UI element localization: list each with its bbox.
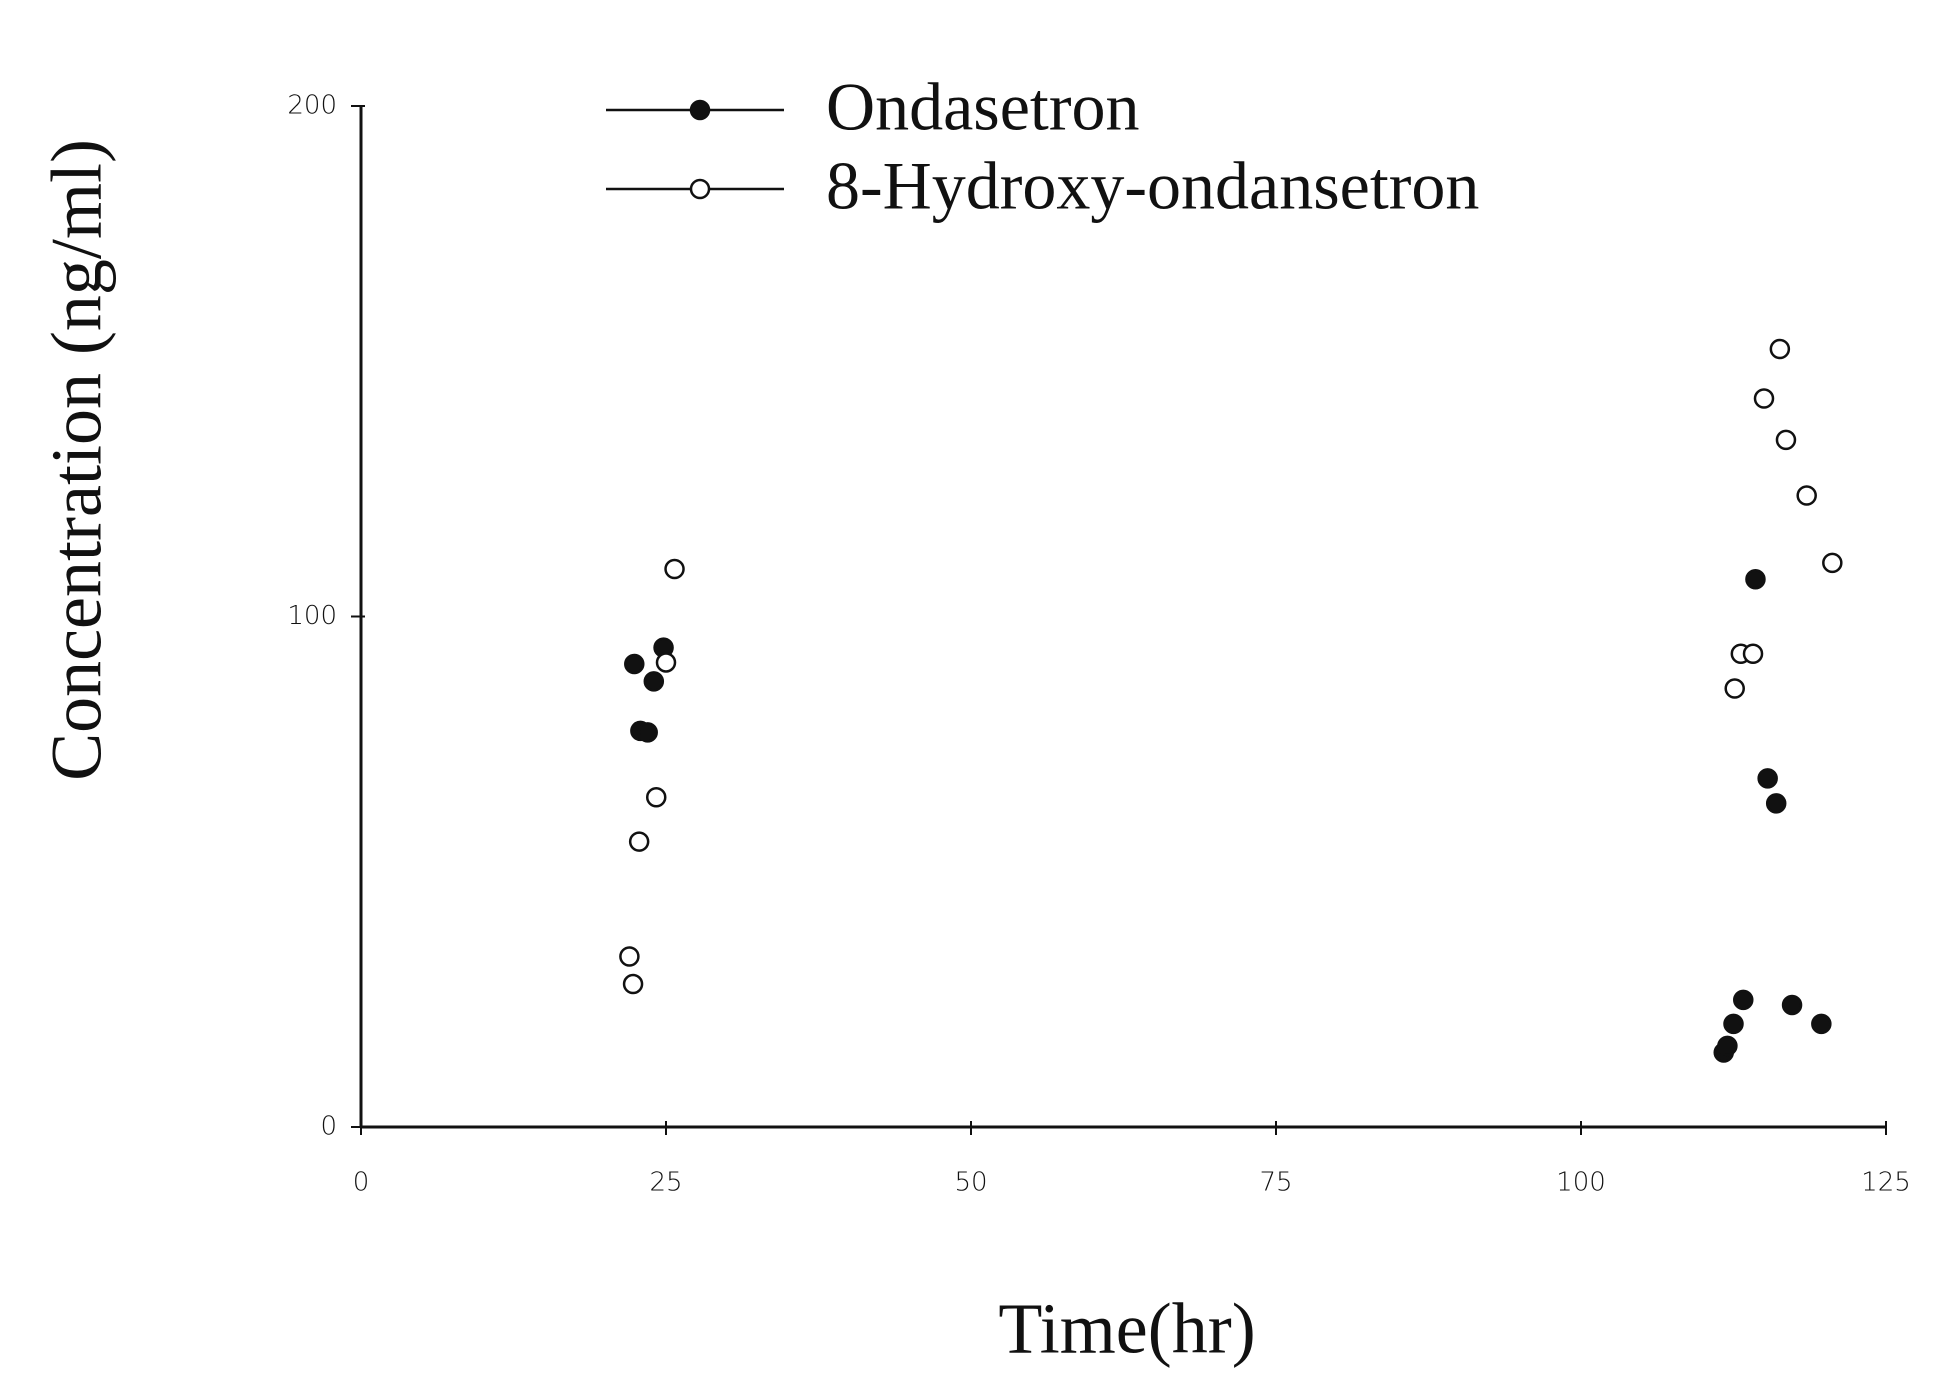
data-point xyxy=(619,946,640,967)
legend-marker xyxy=(689,178,711,200)
x-tick-label: 50 xyxy=(954,1168,987,1198)
data-point xyxy=(1775,429,1797,451)
data-point xyxy=(1717,1035,1738,1057)
legend-marker xyxy=(689,99,711,121)
data-point xyxy=(1757,768,1778,789)
data-point xyxy=(622,973,644,995)
y-tick-label: 0 xyxy=(320,1112,337,1142)
legend-label: Ondasetron xyxy=(826,69,1139,145)
data-point xyxy=(1724,678,1745,699)
data-point xyxy=(1765,793,1787,814)
data-point xyxy=(624,653,645,675)
y-tick-label: 100 xyxy=(287,601,337,631)
data-point xyxy=(628,831,650,852)
data-point xyxy=(1745,568,1766,590)
x-tick-label: 25 xyxy=(649,1168,682,1198)
data-point xyxy=(1811,1013,1832,1035)
data-point xyxy=(664,558,685,580)
data-point xyxy=(1742,643,1764,665)
y-tick-label: 200 xyxy=(287,91,337,121)
x-tick-label: 100 xyxy=(1556,1168,1606,1198)
data-point xyxy=(645,786,667,808)
x-axis-label: Time(hr) xyxy=(998,1289,1255,1369)
data-point xyxy=(1753,388,1775,409)
x-tick-label: 0 xyxy=(353,1168,370,1198)
data-point xyxy=(1733,989,1754,1011)
x-tick-label: 125 xyxy=(1861,1168,1911,1198)
data-point xyxy=(1769,338,1791,360)
x-tick-label: 75 xyxy=(1259,1168,1292,1198)
legend-label: 8-Hydroxy-ondansetron xyxy=(826,148,1479,224)
y-axis-label: Concentration (ng/ml) xyxy=(37,139,117,781)
data-point xyxy=(1723,1013,1744,1035)
data-point xyxy=(637,722,658,743)
data-point xyxy=(1822,552,1843,574)
data-point xyxy=(655,652,677,673)
data-point xyxy=(1781,994,1803,1016)
data-point xyxy=(1796,485,1817,506)
data-point xyxy=(643,671,665,692)
